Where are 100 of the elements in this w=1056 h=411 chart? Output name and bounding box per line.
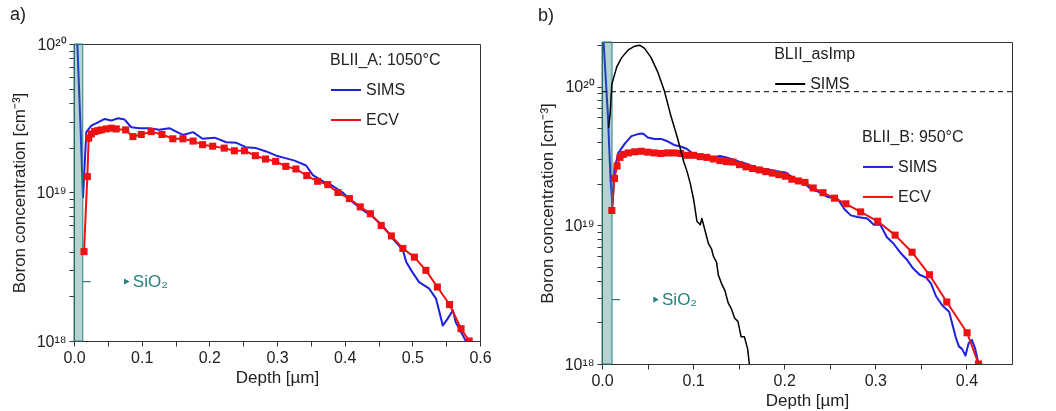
point [112, 125, 120, 133]
point [387, 232, 395, 240]
point [842, 200, 850, 208]
point [735, 161, 744, 169]
point [830, 194, 839, 202]
point [963, 329, 971, 337]
y-tick-label: 10¹⁹ [36, 184, 67, 201]
point [366, 210, 374, 218]
point [292, 165, 300, 173]
x-axis-title: Depth [µm] [765, 390, 850, 410]
point [356, 203, 364, 211]
point [189, 137, 197, 145]
point [729, 158, 737, 166]
legend-title: BLII_A: 1050°C [330, 51, 441, 69]
y-tick-label: 10¹⁸ [564, 355, 595, 373]
point [122, 126, 130, 134]
point [908, 248, 916, 256]
y-tick-label: 10¹⁸ [36, 332, 67, 350]
point [874, 217, 882, 225]
legend-title: BLII_B: 950°C [862, 127, 964, 146]
point [422, 266, 430, 274]
x-tick-label: 0.0 [63, 348, 86, 366]
y-tick-label: 10¹⁹ [564, 216, 595, 234]
x-tick-label: 0.1 [682, 371, 705, 389]
legend-label: SIMS [898, 157, 938, 175]
chart-title: a) [10, 4, 27, 24]
y-axis-title: Boron concentration [cm⁻³] [9, 92, 29, 294]
point [147, 128, 155, 136]
legend-label: ECV [366, 111, 400, 128]
y-tick-label: 10²⁰ [37, 35, 67, 53]
point [857, 208, 865, 216]
point [399, 244, 407, 252]
point [613, 162, 621, 170]
x-tick-label: 0.3 [864, 371, 888, 389]
point [282, 162, 290, 170]
point [272, 157, 280, 165]
x-tick-label: 0.4 [955, 371, 979, 389]
point [261, 155, 270, 163]
x-tick-label: 0.3 [266, 348, 289, 366]
y-tick-label: 10²⁰ [565, 78, 595, 96]
point [608, 206, 616, 215]
point [433, 283, 441, 291]
point [80, 248, 88, 256]
point [716, 157, 724, 165]
point [801, 178, 809, 186]
point [314, 177, 322, 185]
x-tick-label: 0.2 [773, 371, 796, 389]
x-tick-label: 0.2 [198, 348, 222, 366]
point [209, 142, 217, 150]
point [324, 181, 332, 189]
point [345, 195, 353, 203]
point [230, 147, 238, 155]
point [446, 301, 454, 309]
point [83, 173, 91, 181]
point [334, 188, 342, 197]
point [925, 271, 933, 279]
x-tick-label: 0.6 [469, 348, 492, 366]
point [703, 153, 711, 161]
point [788, 175, 796, 183]
point [891, 231, 899, 239]
legend-label: SIMS [366, 81, 406, 98]
point [809, 184, 817, 192]
point [631, 148, 639, 156]
chart-title: b) [538, 4, 555, 25]
point [749, 164, 757, 173]
point [169, 135, 177, 143]
x-tick-label: 0.5 [401, 348, 425, 366]
x-axis-title: Depth [µm] [235, 367, 320, 387]
point [410, 253, 418, 261]
point [709, 155, 717, 163]
point [762, 168, 770, 176]
x-tick-label: 0.0 [591, 371, 614, 389]
x-tick-label: 0.1 [131, 348, 154, 366]
point [303, 172, 311, 180]
point [199, 141, 207, 149]
point [240, 147, 249, 155]
point [129, 133, 137, 141]
point [610, 174, 619, 182]
band-label: SiO₂ [132, 271, 168, 291]
point [220, 144, 228, 152]
legend-label: ECV [898, 187, 932, 205]
point [657, 149, 665, 157]
point [690, 151, 698, 159]
point [251, 152, 259, 160]
point [377, 221, 385, 229]
point [663, 149, 672, 157]
point [158, 130, 166, 138]
point [644, 148, 652, 156]
point [775, 171, 783, 179]
legend-label: SIMS [810, 75, 850, 92]
point [179, 135, 187, 143]
point [819, 189, 827, 197]
point [137, 130, 145, 138]
y-axis-title: Boron concentration [cm⁻³] [537, 103, 557, 304]
point [457, 325, 465, 333]
band-label: SiO₂ [662, 289, 697, 309]
point [781, 172, 789, 180]
point [943, 298, 951, 306]
annotation: BLII_asImp [774, 45, 856, 63]
x-tick-label: 0.4 [334, 348, 357, 366]
